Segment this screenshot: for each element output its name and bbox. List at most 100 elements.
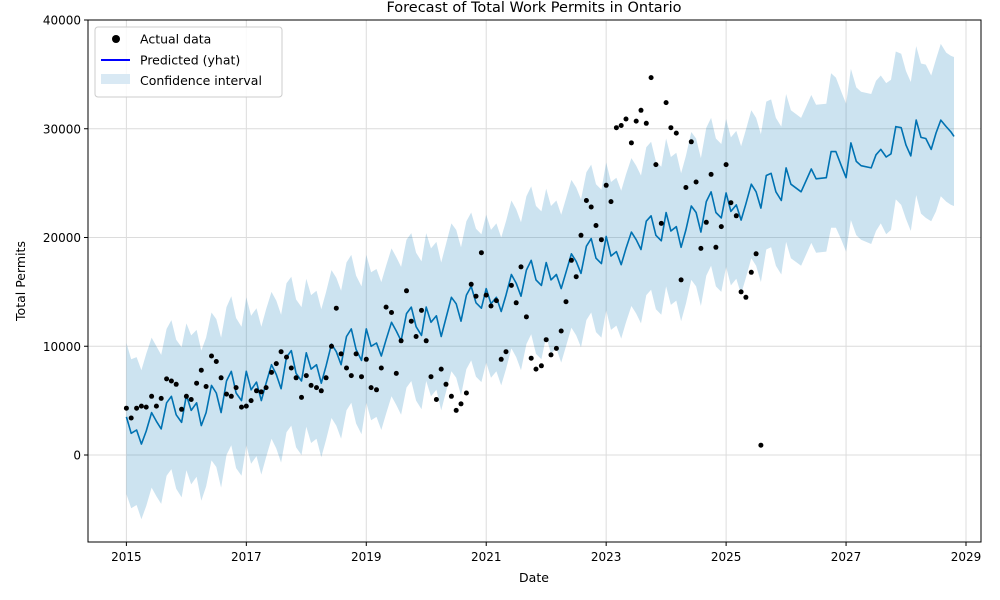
actual-data-point [248, 398, 254, 404]
actual-data-point [308, 382, 314, 388]
actual-data-point [428, 374, 434, 380]
actual-data-point [583, 198, 589, 203]
actual-data-point [638, 107, 644, 113]
actual-data-point [658, 220, 664, 226]
confidence-interval-area [126, 43, 954, 520]
legend-actual-marker [112, 35, 120, 43]
actual-data-point [678, 277, 684, 283]
actual-data-point [353, 351, 359, 357]
actual-data-point [413, 334, 419, 339]
actual-data-point [273, 361, 279, 367]
actual-data-point [553, 345, 559, 351]
y-tick-label: 0 [73, 449, 81, 463]
actual-data-point [693, 179, 699, 185]
actual-data-point [528, 355, 534, 361]
chart-title: Forecast of Total Work Permits in Ontari… [386, 0, 681, 16]
actual-data-point [433, 397, 439, 402]
yhat-line-group [125, 119, 955, 445]
actual-data-point [243, 403, 249, 409]
actual-data-point [653, 162, 659, 168]
actual-data-point [374, 387, 379, 393]
actual-data-point [389, 310, 394, 315]
actual-data-point [618, 123, 624, 128]
actual-data-point [538, 363, 544, 369]
actual-data-point [498, 356, 504, 362]
actual-data-point [568, 257, 574, 263]
actual-data-point [533, 366, 539, 372]
actual-data-point [513, 300, 519, 306]
actual-data-point [463, 390, 469, 396]
actual-data-point [518, 264, 524, 270]
actual-data-point [164, 376, 170, 382]
y-tick-label: 30000 [43, 122, 81, 136]
actual-data-point [153, 403, 159, 409]
actual-data-point [149, 393, 155, 399]
actual-data-point [303, 373, 309, 379]
actual-data-point [194, 380, 200, 386]
x-tick-label: 2025 [711, 550, 742, 564]
x-axis-ticks: 2015 2017 2019 2021 2023 2025 2027 2029 [111, 542, 981, 564]
actual-data-point [753, 251, 759, 257]
actual-data-point [338, 351, 344, 357]
actual-data-point [738, 289, 744, 295]
actual-data-point [393, 370, 399, 376]
actual-data-point [224, 391, 229, 397]
actual-data-point [263, 385, 269, 391]
actual-data-point [258, 389, 264, 395]
actual-data-point [359, 374, 364, 380]
actual-data-point [408, 318, 414, 324]
actual-data-point [293, 375, 299, 381]
actual-data-point [423, 338, 429, 344]
legend-yhat-label: Predicted (yhat) [140, 53, 240, 68]
actual-data-point [598, 237, 604, 243]
actual-data-point [673, 130, 679, 136]
actual-data-point [239, 404, 244, 410]
actual-data-point [288, 365, 294, 371]
actual-data-point [633, 118, 639, 124]
actual-data-point [748, 269, 754, 275]
actual-data-point [128, 415, 134, 421]
actual-data-point [588, 204, 594, 210]
x-tick-label: 2029 [951, 550, 982, 564]
actual-data-point [483, 292, 489, 298]
actual-data-point [314, 385, 319, 391]
actual-data-point [218, 375, 224, 381]
actual-data-point [368, 385, 374, 391]
actual-data-point [758, 442, 764, 448]
actual-data-point [578, 232, 584, 238]
actual-data-point [573, 274, 579, 280]
plot-frame [87, 19, 982, 543]
actual-data-point [688, 139, 694, 145]
actual-data-point [213, 359, 219, 364]
actual-data-point [733, 213, 739, 219]
actual-data-point [134, 405, 140, 411]
yhat-line [125, 119, 955, 445]
actual-data-point [443, 381, 449, 387]
actual-data-point [333, 305, 339, 311]
actual-data-point [543, 337, 549, 343]
actual-data-point [318, 388, 324, 394]
actual-data-point [419, 307, 424, 313]
actual-data-point [188, 397, 194, 402]
legend-box [94, 26, 283, 98]
actual-data-point [478, 250, 484, 256]
legend-interval-label: Confidence interval [140, 73, 262, 88]
actual-data-point [523, 314, 529, 320]
actual-data-point [613, 125, 619, 131]
actual-data-point [718, 224, 724, 230]
actual-data-point [563, 299, 569, 305]
actual-data-point [383, 304, 389, 310]
actual-data-point [668, 125, 674, 131]
grid [88, 19, 981, 542]
actual-data-point [508, 282, 514, 288]
actual-data-point [453, 407, 459, 413]
actual-data-point [603, 182, 609, 188]
actual-data-point [179, 406, 185, 412]
actual-data-point [723, 162, 729, 168]
actual-data-point [468, 281, 474, 287]
actual-data-point [299, 394, 304, 400]
actual-data-point [228, 393, 234, 399]
actual-data-point [548, 352, 554, 358]
